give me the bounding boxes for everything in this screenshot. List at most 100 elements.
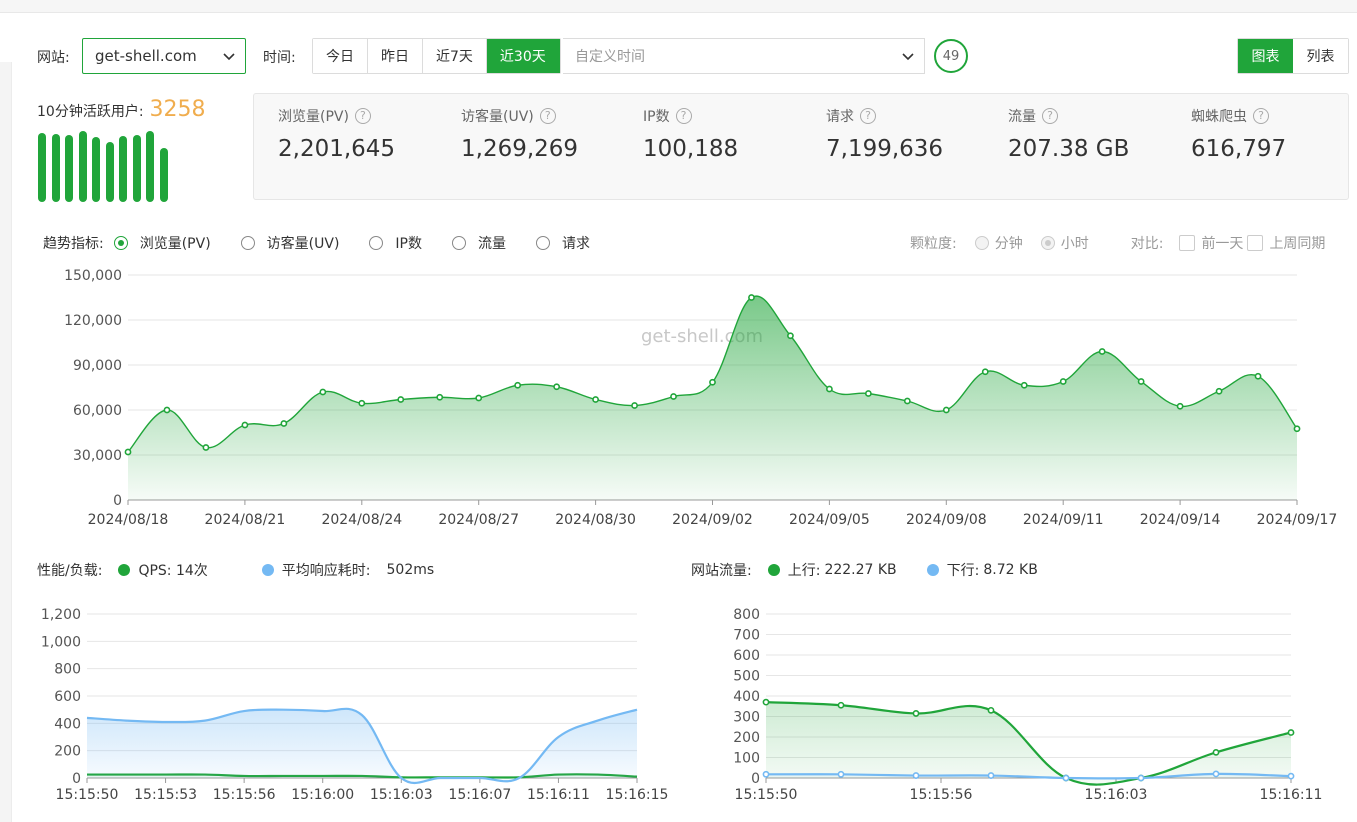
refresh-countdown[interactable]: 49 xyxy=(934,39,968,73)
y-tick-label: 150,000 xyxy=(64,268,122,284)
help-icon[interactable]: ? xyxy=(675,108,692,124)
time-range-group: 今日 昨日 近7天 近30天 xyxy=(312,38,561,74)
view-toggle: 图表 列表 xyxy=(1237,38,1349,74)
x-tick-label: 2024/08/30 xyxy=(555,512,636,528)
data-point xyxy=(1287,729,1295,736)
traffic-chart[interactable]: 0 100 200 300 400 500 600 700 800 15:15:50 15:15:5… xyxy=(680,596,1357,822)
active-user-bar xyxy=(65,134,73,202)
x-tick-label: 15:16:11 xyxy=(1260,787,1323,803)
list-view-button[interactable]: 列表 xyxy=(1293,39,1348,73)
help-icon[interactable]: ? xyxy=(860,108,876,124)
data-point xyxy=(475,394,483,402)
trend-option-pv[interactable]: 浏览量(PV) xyxy=(113,233,211,253)
data-point xyxy=(163,406,171,414)
trend-label: 趋势指标: xyxy=(43,236,104,252)
chart-view-button[interactable]: 图表 xyxy=(1238,39,1293,73)
site-select[interactable]: get-shell.com xyxy=(82,38,246,74)
radio-icon[interactable] xyxy=(974,236,989,250)
radio-icon[interactable] xyxy=(1040,236,1055,250)
x-tick-label: 2024/09/17 xyxy=(1257,512,1338,528)
time-today-button[interactable]: 今日 xyxy=(313,39,368,73)
data-point xyxy=(942,406,950,414)
time-7days-button[interactable]: 近7天 xyxy=(423,39,487,73)
help-icon[interactable]: ? xyxy=(1253,108,1269,124)
trend-option-traffic[interactable]: 流量 xyxy=(452,233,506,253)
x-tick-label: 15:15:56 xyxy=(910,787,973,803)
chevron-down-icon xyxy=(223,53,235,61)
checkbox-icon[interactable] xyxy=(1179,235,1196,251)
data-point xyxy=(912,772,920,779)
stat-requests: 请求? 7,199,636 xyxy=(826,106,943,162)
data-point xyxy=(1215,387,1223,395)
granularity-label: 颗粒度: xyxy=(910,236,957,252)
help-icon[interactable]: ? xyxy=(354,108,371,124)
trend-option-ip[interactable]: IP数 xyxy=(369,233,422,253)
checkbox-icon[interactable] xyxy=(1247,235,1264,251)
y-tick-label: 800 xyxy=(733,607,760,623)
y-tick-label: 0 xyxy=(751,771,760,787)
data-point xyxy=(436,393,444,401)
data-point xyxy=(241,421,249,429)
x-tick-label: 15:15:50 xyxy=(735,787,798,803)
y-tick-label: 200 xyxy=(54,744,81,760)
active-user-bar xyxy=(78,131,87,202)
up-legend-dot xyxy=(767,564,780,576)
data-point xyxy=(1020,381,1028,389)
stat-value: 7,199,636 xyxy=(826,136,944,162)
data-point xyxy=(1137,774,1145,782)
stat-value: 100,188 xyxy=(643,136,739,162)
data-point xyxy=(1098,348,1106,355)
y-tick-label: 120,000 xyxy=(64,313,122,329)
help-icon[interactable]: ? xyxy=(539,108,556,124)
data-point xyxy=(319,388,327,396)
granularity-hour[interactable]: 小时 xyxy=(1060,236,1089,252)
x-tick-label: 2024/08/24 xyxy=(321,512,402,528)
radio-icon[interactable] xyxy=(240,236,255,250)
down-value: 8.72 KB xyxy=(983,562,1038,578)
trend-option-requests[interactable]: 请求 xyxy=(536,233,590,253)
time-30days-button[interactable]: 近30天 xyxy=(486,39,560,73)
perf-chart[interactable]: 0 200 400 600 800 1,000 1,200 15:15:50 15:15:53 1… xyxy=(0,596,680,822)
trend-option-uv[interactable]: 访客量(UV) xyxy=(240,233,339,253)
stat-value: 1,269,269 xyxy=(461,136,579,162)
y-tick-label: 300 xyxy=(733,710,760,726)
granularity-minute[interactable]: 分钟 xyxy=(994,236,1023,252)
pv-trend-chart[interactable]: 0 30,000 60,000 90,000 120,000 150,000 2024/08… xyxy=(0,258,1357,530)
response-value: 502ms xyxy=(386,562,435,578)
time-yesterday-button[interactable]: 昨日 xyxy=(368,39,423,73)
radio-icon[interactable] xyxy=(536,236,550,250)
time-label: 时间: xyxy=(263,50,296,66)
active-user-bar xyxy=(132,134,141,202)
radio-icon[interactable] xyxy=(452,236,466,250)
custom-time-input[interactable]: 自定义时间 xyxy=(563,38,925,74)
y-tick-label: 500 xyxy=(733,669,760,685)
help-icon[interactable]: ? xyxy=(1042,108,1058,124)
data-point xyxy=(826,385,833,393)
y-tick-label: 1,000 xyxy=(41,634,81,650)
stat-label: IP数 xyxy=(643,109,670,125)
active-user-bar xyxy=(38,132,46,202)
data-point xyxy=(1176,402,1184,410)
perf-label: 性能/负载: xyxy=(37,563,103,579)
compare-last-week[interactable]: 上周同期 xyxy=(1269,236,1326,252)
compare-prev-day[interactable]: 前一天 xyxy=(1201,236,1244,252)
data-point xyxy=(1137,378,1145,385)
data-point xyxy=(1212,770,1220,778)
active-user-bar xyxy=(92,137,100,202)
x-tick-label: 15:16:00 xyxy=(291,787,354,803)
x-tick-label: 2024/08/27 xyxy=(438,512,519,528)
radio-icon[interactable] xyxy=(369,236,384,250)
y-tick-label: 400 xyxy=(733,689,760,705)
stats-panel: 浏览量(PV)? 2,201,645 访客量(UV)? 1,269,269 IP… xyxy=(253,93,1349,200)
stat-label: 请求 xyxy=(826,109,854,125)
stat-pv: 浏览量(PV)? 2,201,645 xyxy=(278,106,395,162)
radio-icon[interactable] xyxy=(113,236,128,250)
custom-time-placeholder: 自定义时间 xyxy=(575,49,645,65)
data-point xyxy=(1062,774,1070,782)
series-area-1 xyxy=(766,702,1291,785)
y-tick-label: 600 xyxy=(733,648,760,664)
data-point xyxy=(709,378,716,386)
traffic-label: 网站流量: xyxy=(691,563,752,579)
data-point xyxy=(864,390,872,397)
x-tick-label: 2024/09/14 xyxy=(1140,512,1221,528)
